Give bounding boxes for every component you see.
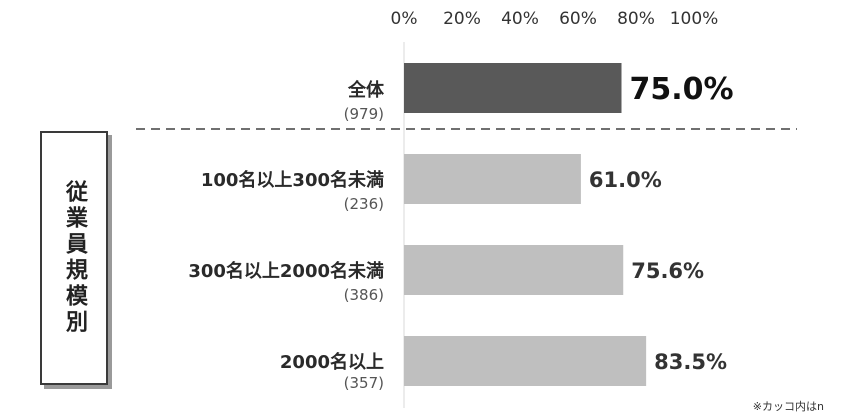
bar <box>404 154 581 204</box>
group-label: 従業員規模別 <box>62 180 87 336</box>
x-tick-label: 80% <box>617 9 655 29</box>
footnote: ※カッコ内はn <box>752 400 824 413</box>
category-n-300-2000: (386) <box>343 286 384 304</box>
category-label-total: 全体 <box>348 80 384 101</box>
bar-value-label: 83.5% <box>654 350 727 374</box>
bar-value-label: 75.6% <box>631 259 704 283</box>
category-label-300-2000: 300名以上2000名未満 <box>188 261 384 282</box>
x-tick-label: 20% <box>443 9 481 29</box>
bar <box>404 245 624 295</box>
x-tick-label: 0% <box>391 9 418 29</box>
category-n-100-300: (236) <box>343 195 384 213</box>
group-label-box: 従業員規模別 <box>40 131 108 385</box>
bar-value-label: 75.0% <box>630 72 734 107</box>
bar <box>404 336 647 386</box>
category-n-2000-plus: (357) <box>343 374 384 392</box>
category-label-100-300: 100名以上300名未満 <box>200 170 384 191</box>
x-tick-label: 100% <box>670 9 719 29</box>
x-tick-label: 60% <box>559 9 597 29</box>
x-tick-label: 40% <box>501 9 539 29</box>
bar-value-label: 61.0% <box>589 168 662 192</box>
bar <box>404 63 622 113</box>
category-n-total: (979) <box>343 105 384 123</box>
category-label-2000-plus: 2000名以上 <box>279 352 384 373</box>
